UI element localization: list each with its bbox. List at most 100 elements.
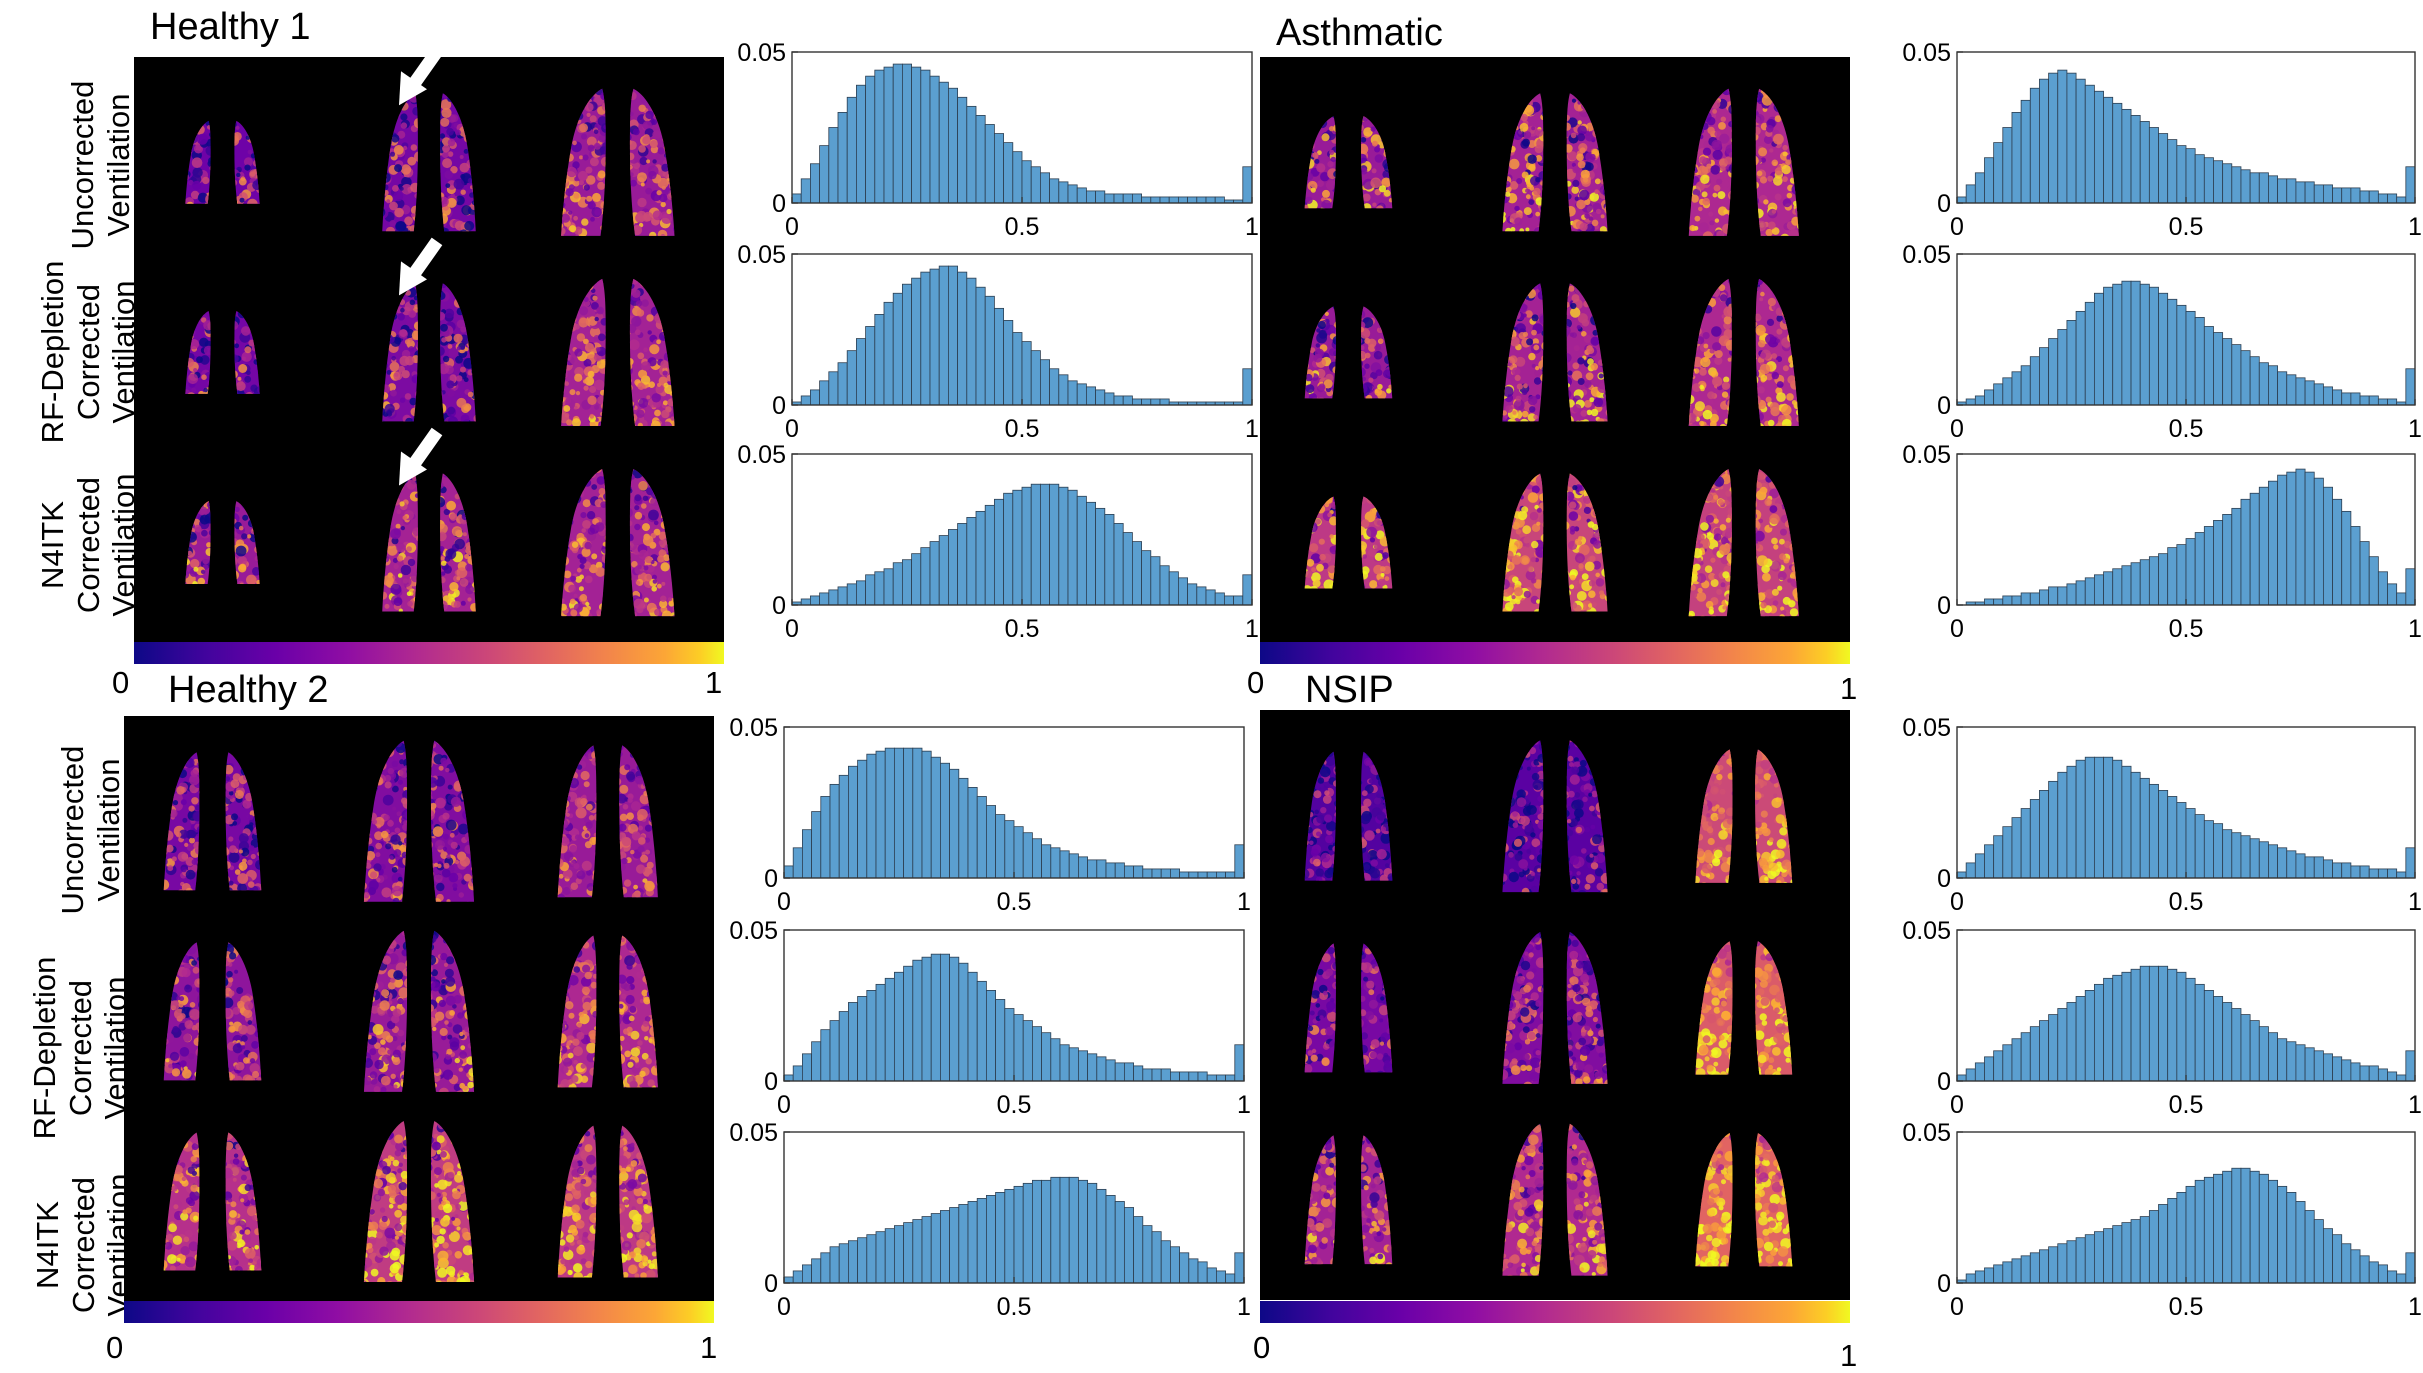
histogram-bar (2103, 977, 2114, 1082)
histogram-bar (2304, 1210, 2315, 1284)
histogram-bar (2286, 374, 2297, 406)
right-lung (234, 501, 260, 584)
x-tick-label: 0 (785, 415, 799, 443)
x-tick-label: 0 (1950, 415, 1964, 443)
right-lung (1566, 740, 1608, 893)
colorbar-bottom-left (124, 1301, 714, 1323)
histogram-bar (865, 75, 876, 204)
ventilation-texture (1755, 1133, 1793, 1267)
histogram-bar (866, 990, 877, 1082)
ventilation-texture (382, 93, 418, 232)
histogram-bar (1133, 1216, 1144, 1284)
histogram-bar (2368, 190, 2379, 204)
histogram-bar (2002, 127, 2013, 204)
right-lung (1755, 278, 1799, 427)
histogram-bar (2029, 1252, 2040, 1284)
histogram-bar (838, 774, 849, 879)
histogram-bar (1205, 196, 1216, 204)
ventilation-texture (185, 120, 211, 204)
left-lung (163, 942, 200, 1081)
histogram-bar (1956, 871, 1967, 879)
histogram-bar (2139, 121, 2150, 204)
histogram-bar (1131, 541, 1142, 606)
histogram-bar (1965, 1068, 1976, 1082)
lung-pair (382, 93, 476, 232)
left-lung (1304, 116, 1336, 209)
x-tick-label: 0 (785, 213, 799, 241)
histogram-bar (903, 1222, 914, 1284)
histogram-bar (866, 753, 877, 879)
histogram-bar (2313, 184, 2324, 204)
histogram-bar (2121, 565, 2132, 606)
histogram-bar (792, 1270, 803, 1284)
histogram-bar (1984, 598, 1995, 606)
histogram-bar (2295, 181, 2306, 204)
y-tick-label: 0 (772, 392, 786, 420)
ventilation-texture (430, 740, 475, 902)
histogram-bar (1974, 1270, 1985, 1284)
histogram-bar (985, 1195, 996, 1284)
left-lung (185, 501, 211, 584)
histogram-bar (1050, 1038, 1061, 1082)
ventilation-texture (629, 88, 675, 236)
histogram-bar (1993, 1050, 2004, 1082)
histogram-bar (1050, 847, 1061, 879)
histogram-bar (802, 829, 813, 879)
histogram-bar (893, 747, 904, 879)
histogram-bar (802, 1053, 813, 1082)
histogram-healthy-2-rf-corrected: 0 0.5 1 0 0.05 (729, 917, 1251, 1119)
histogram-bar (2377, 868, 2388, 879)
histogram-bar (1984, 1056, 1995, 1082)
histogram-bar (2048, 780, 2059, 879)
lung-pair (1695, 941, 1793, 1075)
histogram-bar (1013, 826, 1024, 879)
histogram-bar (2112, 568, 2123, 606)
histogram-bar (1965, 398, 1976, 406)
histogram-bar (1141, 550, 1152, 606)
right-lung (619, 935, 658, 1088)
histogram-bar (985, 805, 996, 879)
lung-pair (557, 1125, 658, 1278)
histogram-bar (2103, 1228, 2114, 1284)
histogram-bar (2396, 196, 2407, 204)
histogram-bar (810, 389, 821, 406)
x-tick-label: 1 (1237, 1293, 1251, 1321)
histogram-bar (857, 1237, 868, 1284)
histogram-bar (1150, 556, 1161, 606)
histogram-bar (892, 292, 903, 406)
histogram-healthy-1-rf-corrected: 0 0.5 1 0 0.05 (737, 241, 1259, 443)
histogram-bar (949, 956, 960, 1082)
histogram-bar (2213, 160, 2224, 204)
x-tick-label: 0.5 (997, 1091, 1032, 1119)
histogram-bar (1077, 856, 1088, 879)
histogram-bar (911, 277, 922, 406)
ventilation-texture (1755, 749, 1793, 883)
histogram-bar (2002, 1044, 2013, 1082)
histogram-bar (783, 1276, 794, 1284)
colorbar-max-label: 1 (700, 1330, 718, 1365)
histogram-bar (1965, 1273, 1976, 1284)
histogram-bar (975, 115, 986, 204)
histogram-healthy-2-n4-corrected: 0 0.5 1 0 0.05 (729, 1119, 1251, 1321)
histogram-bar (1984, 844, 1995, 879)
histogram-bar (1067, 184, 1078, 204)
histogram-bar (2249, 172, 2260, 204)
lung-pair (561, 468, 675, 617)
histogram-bar (1059, 1044, 1070, 1082)
lung-base (1755, 278, 1799, 427)
histogram-bar (1123, 1207, 1134, 1284)
histogram-bar (1030, 483, 1041, 606)
histogram-bar (1974, 853, 1985, 879)
lung-pair (1695, 749, 1793, 883)
histogram-bar (2148, 965, 2159, 1082)
histogram-bar (2341, 862, 2352, 879)
lung-pair (363, 1121, 475, 1283)
x-tick-label: 0.5 (2169, 1293, 2204, 1321)
histogram-bar (1965, 862, 1976, 879)
histogram-bar (2231, 832, 2242, 879)
histogram-bar (930, 1213, 941, 1284)
histogram-bar (1225, 1074, 1236, 1082)
histogram-bar (884, 977, 895, 1082)
histogram-bar (2277, 1038, 2288, 1082)
histogram-bar (2194, 1179, 2205, 1284)
